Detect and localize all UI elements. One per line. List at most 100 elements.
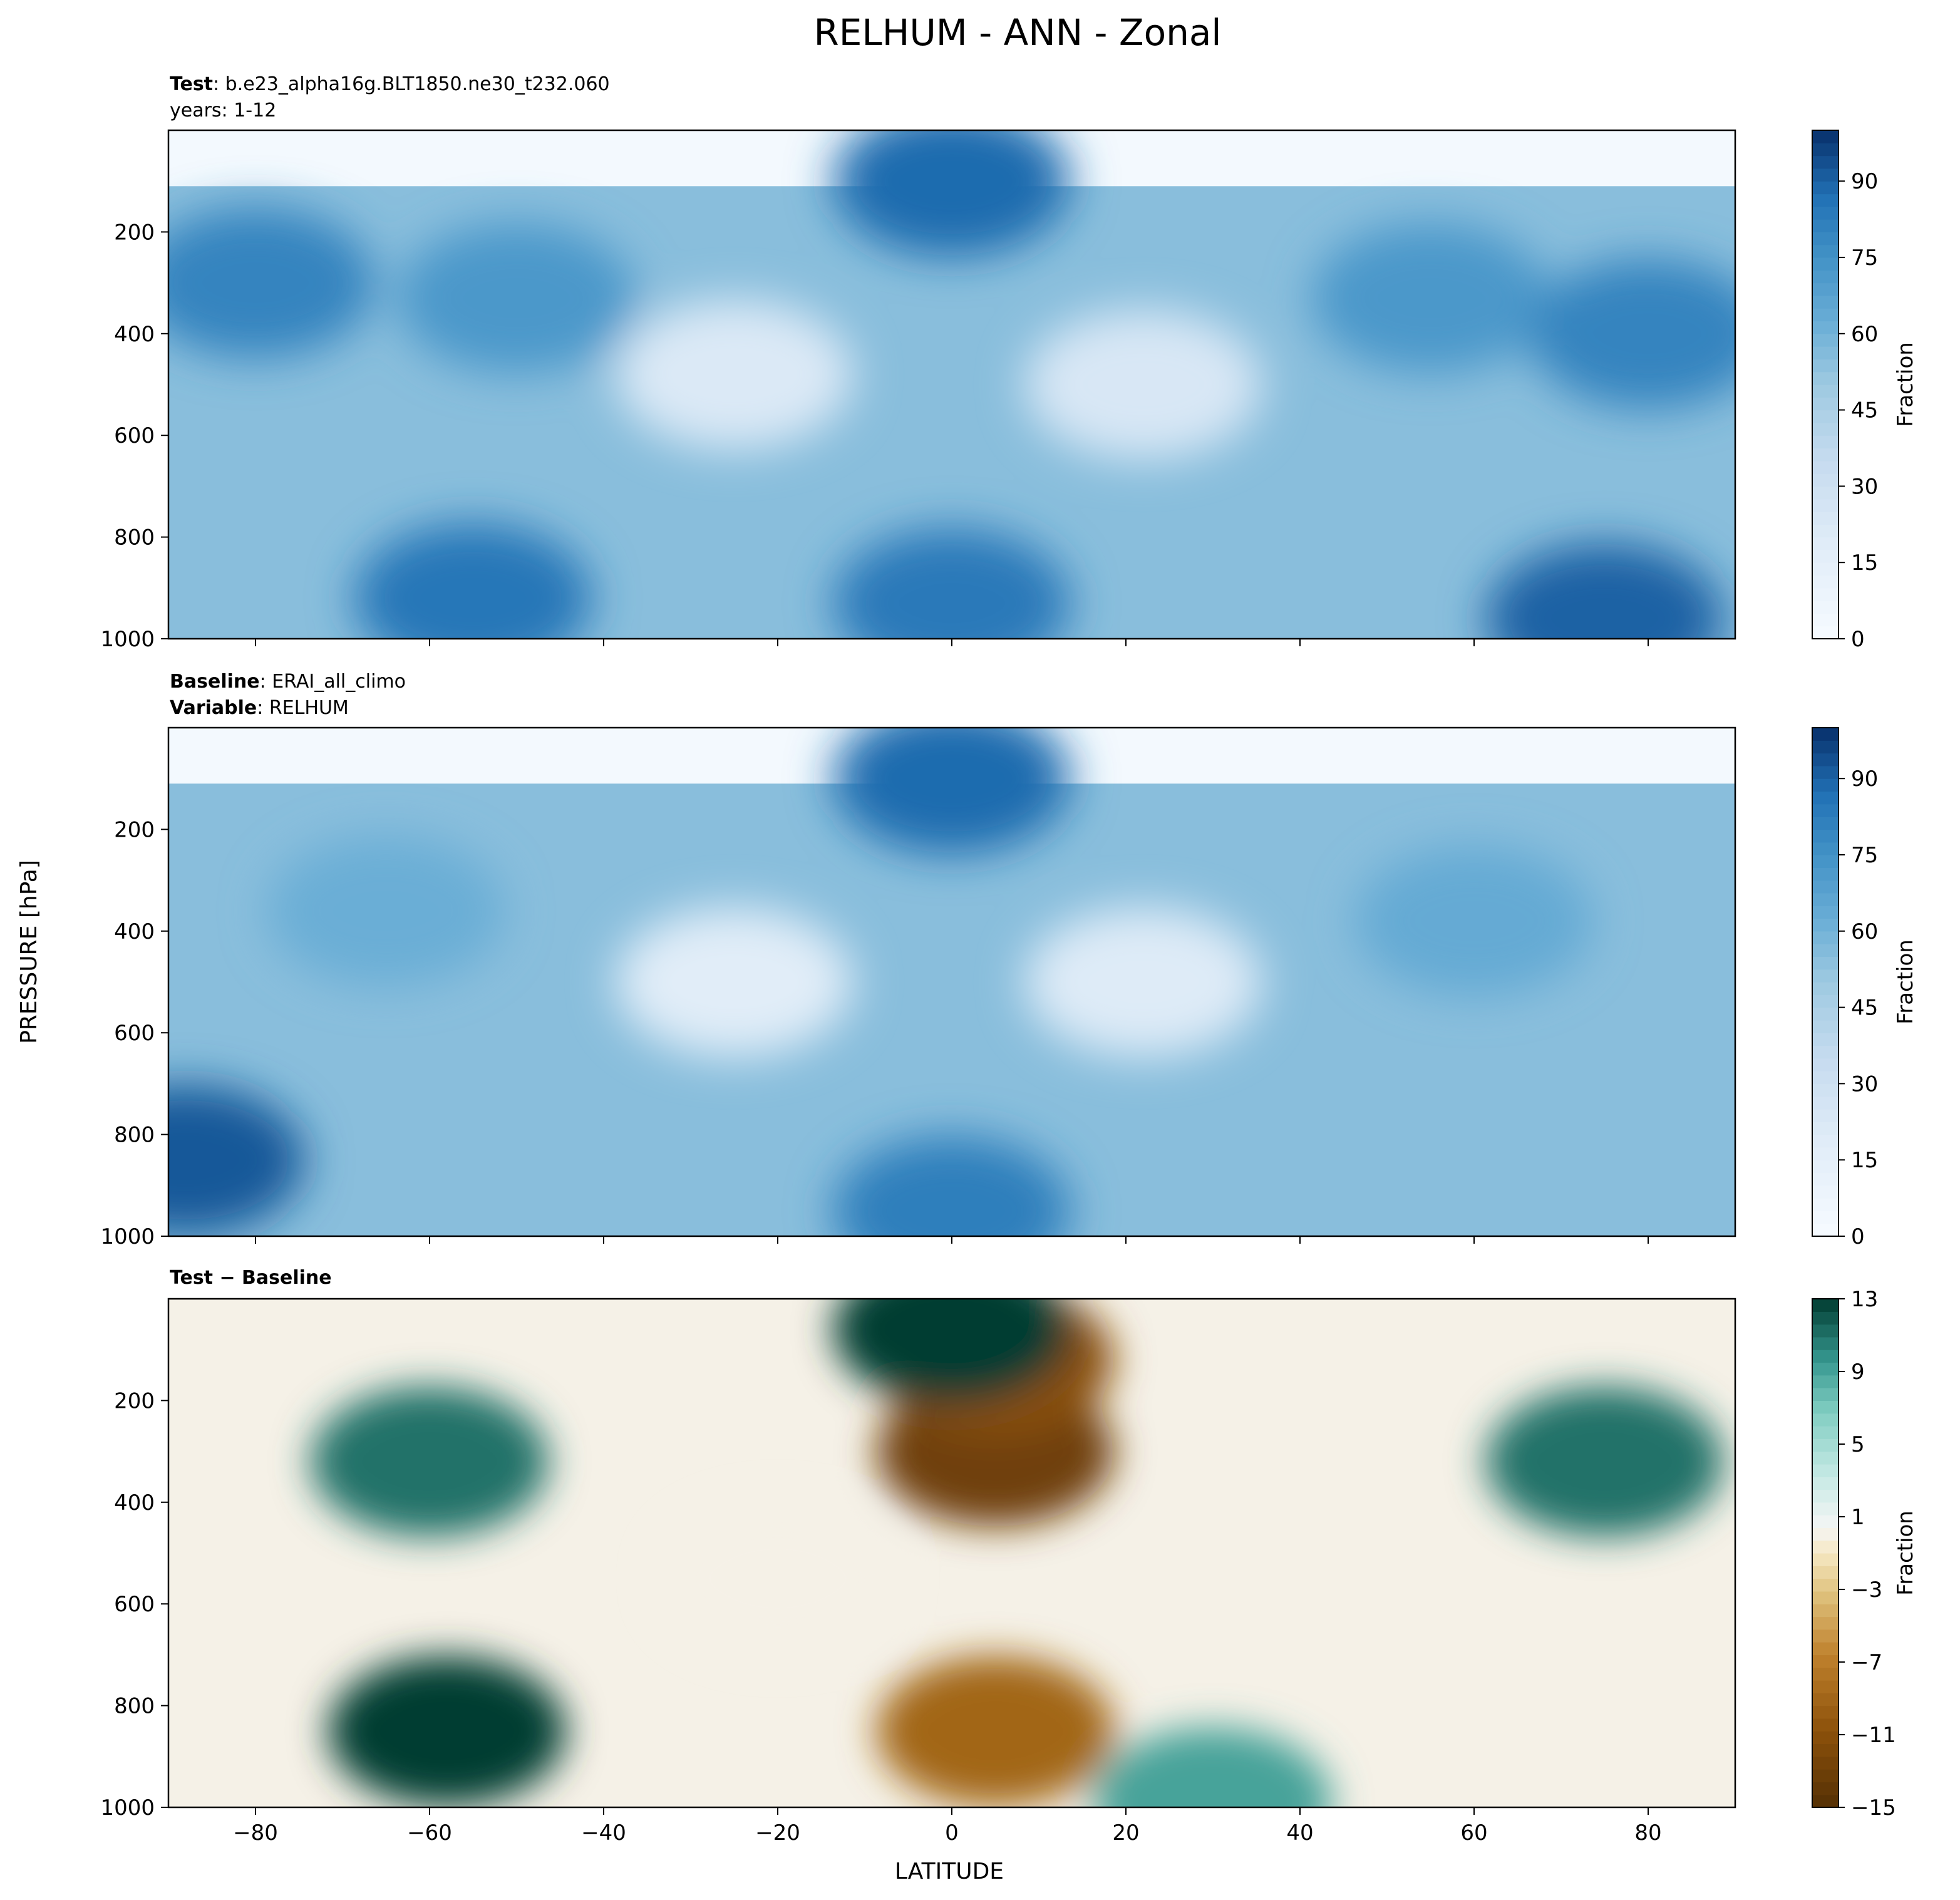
baseline-colorbar-step [1812, 906, 1839, 919]
difference-colorbar-step [1812, 1413, 1839, 1427]
test-colorbar-step [1812, 435, 1839, 449]
baseline-colorbar-step [1812, 1096, 1839, 1110]
baseline-y-tick-label: 200 [114, 817, 155, 842]
test-header-line-2: years: 1-12 [170, 100, 276, 121]
test-header-text: : b.e23_alpha16g.BLT1850.ne30_t232.060 [213, 73, 610, 95]
difference-colorbar-step [1812, 1299, 1839, 1312]
difference-colorbar-tick-label: 1 [1851, 1505, 1865, 1530]
x-tick-label: −60 [407, 1820, 452, 1846]
test-colorbar-step [1812, 359, 1839, 373]
test-colorbar-step [1812, 460, 1839, 474]
baseline-colorbar-tick-label: 75 [1851, 843, 1878, 868]
baseline-colorbar-step [1812, 855, 1839, 868]
baseline-colorbar-step [1812, 740, 1839, 754]
difference-colorbar-step [1812, 1718, 1839, 1732]
baseline-colorbar-step [1812, 728, 1839, 741]
test-colorbar-step [1812, 371, 1839, 385]
difference-colorbar-label: Fraction [1893, 1510, 1918, 1596]
baseline-colorbar-step [1812, 1172, 1839, 1186]
test-colorbar-step [1812, 524, 1839, 538]
baseline-feature-3 [615, 907, 854, 1057]
test-colorbar-step [1812, 333, 1839, 347]
difference-colorbar-tick-label: −3 [1851, 1577, 1882, 1603]
baseline-colorbar-step [1812, 1058, 1839, 1071]
test-colorbar-tick-label: 60 [1851, 322, 1878, 347]
test-colorbar-label: Fraction [1893, 342, 1918, 427]
test-colorbar-step [1812, 321, 1839, 334]
difference-colorbar-tick-label: 5 [1851, 1432, 1865, 1457]
difference-y-tick-label: 600 [114, 1592, 155, 1617]
baseline-colorbar-step [1812, 1045, 1839, 1059]
baseline-colorbar-tick-label: 90 [1851, 767, 1878, 792]
baseline-colorbar-step [1812, 1033, 1839, 1046]
baseline-colorbar-step [1812, 1122, 1839, 1135]
baseline-colorbar-step [1812, 931, 1839, 944]
test-y-tick-label: 600 [114, 423, 155, 448]
difference-feature-8 [876, 1656, 1115, 1807]
test-feature-6 [1024, 309, 1262, 460]
baseline-colorbar-step [1812, 982, 1839, 995]
test-features [168, 130, 1735, 639]
baseline-colorbar-step [1812, 765, 1839, 779]
difference-colorbar-step [1812, 1400, 1839, 1414]
difference-colorbar-step [1812, 1794, 1839, 1808]
test-colorbar-frame [1812, 130, 1839, 639]
test-colorbar-tick-label: 75 [1851, 245, 1878, 271]
x-tick-label: 20 [1112, 1820, 1139, 1846]
baseline-colorbar: 0 15 30 45 60 75 90 Fraction [1812, 727, 1918, 1249]
x-tick-label: 0 [945, 1820, 959, 1846]
baseline-colorbar-tick-label: 45 [1851, 996, 1878, 1021]
test-colorbar-tick-label: 45 [1851, 398, 1878, 423]
test-colorbar-step [1812, 194, 1839, 207]
difference-feature-9 [1094, 1727, 1332, 1807]
baseline-header-line-2: Variable: RELHUM [170, 697, 349, 719]
baseline-feature-4 [1024, 907, 1262, 1057]
baseline-header-text: : ERAI_all_climo [260, 671, 406, 693]
baseline-y-tick-label: 800 [114, 1123, 155, 1148]
baseline-colorbar-step [1812, 778, 1839, 792]
test-y-tick-label: 400 [114, 322, 155, 347]
baseline-y-tick-label: 600 [114, 1021, 155, 1046]
baseline-colorbar-step [1812, 867, 1839, 881]
difference-colorbar-step [1812, 1527, 1839, 1541]
difference-colorbar-step [1812, 1311, 1839, 1325]
x-tick-label: 60 [1460, 1820, 1487, 1846]
baseline-y-tick-label: 1000 [100, 1224, 155, 1249]
test-colorbar-step [1812, 473, 1839, 487]
x-tick-label: −20 [755, 1820, 800, 1846]
difference-colorbar-step [1812, 1769, 1839, 1782]
panel-difference: Test − Baseline −80 −60 −40 −20 0 20 40 60 80 200 4… [100, 1267, 1918, 1846]
baseline-colorbar-label: Fraction [1893, 939, 1918, 1025]
test-colorbar-step [1812, 486, 1839, 500]
difference-colorbar-tick-label: −15 [1851, 1795, 1896, 1820]
test-feature-5 [615, 299, 854, 450]
baseline-features [168, 728, 1593, 1236]
difference-colorbar-step [1812, 1756, 1839, 1770]
x-tick-label: 80 [1634, 1820, 1661, 1846]
test-colorbar-step [1812, 244, 1839, 258]
test-header-line-1: Test: b.e23_alpha16g.BLT1850.ne30_t232.0… [170, 73, 610, 95]
difference-colorbar-step [1812, 1591, 1839, 1604]
difference-colorbar-step [1812, 1464, 1839, 1477]
difference-colorbar-step [1812, 1782, 1839, 1795]
difference-header-bold: Test − Baseline [170, 1267, 332, 1289]
test-header-text: years: 1-12 [170, 100, 276, 121]
baseline-colorbar-step [1812, 829, 1839, 843]
baseline-colorbar-step [1812, 1185, 1839, 1199]
baseline-colorbar-step [1812, 1007, 1839, 1021]
test-y-tick-label: 800 [114, 525, 155, 550]
test-colorbar-step [1812, 397, 1839, 411]
x-axis-label: LATITUDE [895, 1859, 1004, 1884]
baseline-colorbar-step [1812, 1109, 1839, 1122]
baseline-colorbar-step [1812, 1083, 1839, 1097]
difference-colorbar-step [1812, 1362, 1839, 1376]
baseline-colorbar-tick-label: 0 [1851, 1224, 1865, 1249]
baseline-header-bold: Baseline [170, 671, 260, 693]
baseline-colorbar-tick-label: 60 [1851, 919, 1878, 944]
difference-colorbar-step [1812, 1477, 1839, 1490]
baseline-colorbar-step [1812, 880, 1839, 894]
test-colorbar-tick-label: 0 [1851, 627, 1865, 652]
test-colorbar-step [1812, 512, 1839, 525]
difference-colorbar-step [1812, 1705, 1839, 1719]
